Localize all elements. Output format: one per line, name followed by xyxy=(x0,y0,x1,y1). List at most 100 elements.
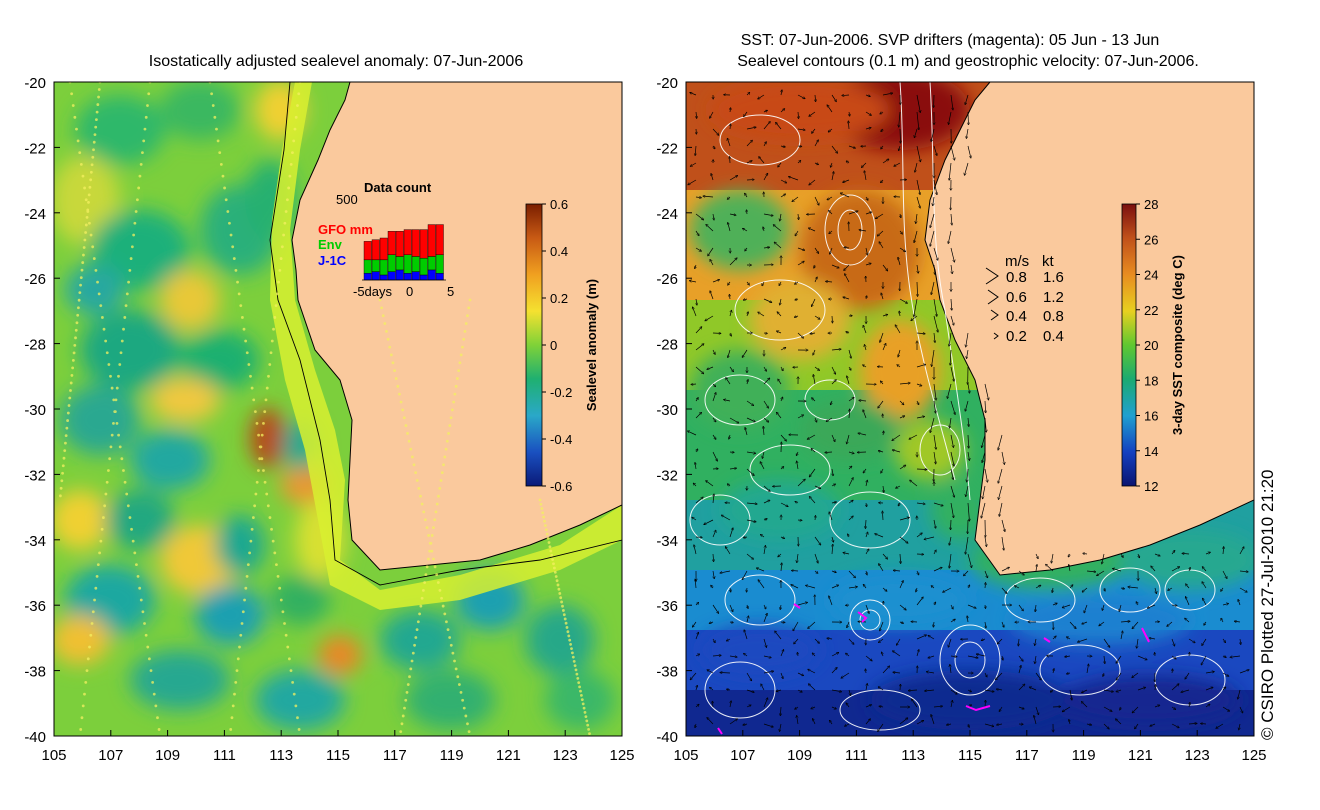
track-dot xyxy=(236,280,239,284)
velocity-arrow xyxy=(898,502,900,506)
velocity-arrow xyxy=(916,179,920,194)
track-dot xyxy=(447,432,450,435)
velocity-arrow xyxy=(1188,638,1195,643)
sla-colorbar: 0.6 0.4 0.2 0 -0.2 -0.4 -0.6 Sealevel anomaly … xyxy=(525,197,599,494)
track-dot xyxy=(85,216,89,219)
velocity-arrow xyxy=(776,123,782,130)
track-dot xyxy=(240,622,244,625)
velocity-arrow xyxy=(843,297,850,300)
velocity-arrow xyxy=(984,468,987,482)
track-dot xyxy=(237,292,241,296)
track-dot xyxy=(82,253,85,257)
velocity-arrow xyxy=(916,416,924,419)
inset-bar-segment xyxy=(395,231,404,257)
track-dot xyxy=(98,551,101,555)
velocity-arrow xyxy=(831,502,836,503)
track-dot xyxy=(408,675,411,679)
velocity-arrow xyxy=(933,315,938,332)
velocity-arrow xyxy=(695,398,698,402)
velocity-arrow xyxy=(831,172,834,181)
track-dot xyxy=(223,186,226,190)
velocity-arrow xyxy=(934,264,935,274)
x-tick-label: 109 xyxy=(787,747,812,764)
track-dot xyxy=(105,351,109,355)
x-tick-label: 113 xyxy=(269,747,293,764)
track-dot xyxy=(79,283,82,287)
velocity-arrow xyxy=(879,564,884,572)
velocity-arrow xyxy=(1103,723,1109,729)
velocity-arrow xyxy=(695,654,699,656)
velocity-arrow xyxy=(915,162,918,172)
track-dot xyxy=(74,328,78,332)
track-dot xyxy=(438,588,442,592)
drifter-track xyxy=(793,603,801,609)
track-dot xyxy=(580,698,584,702)
velocity-arrow xyxy=(848,570,855,578)
colorbar-tick-label: 12 xyxy=(1144,479,1158,494)
left-panel-title: Isostatically adjusted sealevel anomaly:… xyxy=(149,53,524,70)
track-dot xyxy=(253,410,257,414)
velocity-arrow xyxy=(933,451,936,464)
track-dot xyxy=(94,268,98,272)
velocity-arrow xyxy=(1239,587,1247,592)
velocity-arrow xyxy=(881,128,883,131)
velocity-arrow xyxy=(848,587,857,588)
velocity-arrow xyxy=(695,633,698,640)
velocity-arrow xyxy=(985,621,986,628)
velocity-arrow xyxy=(713,145,715,149)
track-dot xyxy=(568,638,572,642)
inset-bar-segment xyxy=(419,229,428,259)
velocity-arrow xyxy=(829,512,833,521)
data-count-inset: Data count 500 GFO mm Env J-1C -5days 0 … xyxy=(318,180,454,299)
velocity-arrow xyxy=(1062,604,1071,608)
track-dot xyxy=(147,657,151,661)
velocity-arrow xyxy=(781,563,782,572)
velocity-arrow xyxy=(814,366,819,370)
velocity-arrow xyxy=(845,723,850,726)
track-dot xyxy=(141,610,145,614)
track-dot xyxy=(143,622,146,625)
velocity-arrow xyxy=(705,315,714,321)
velocity-arrow xyxy=(1069,621,1076,628)
track-dot xyxy=(544,528,548,532)
velocity-arrow xyxy=(1135,723,1139,729)
velocity-arrow xyxy=(882,344,886,351)
velocity-arrow xyxy=(931,715,935,725)
velocity-arrow xyxy=(710,260,714,266)
track-dot xyxy=(239,633,243,637)
track-dot xyxy=(104,339,108,343)
velocity-arrow xyxy=(712,638,715,642)
track-dot xyxy=(281,610,285,614)
velocity-arrow xyxy=(863,468,867,473)
y-tick-label: -24 xyxy=(24,206,46,223)
track-dot xyxy=(104,492,108,496)
velocity-arrow xyxy=(710,687,714,691)
velocity-arrow xyxy=(864,171,867,181)
track-dot xyxy=(432,557,435,561)
velocity-arrow xyxy=(696,298,697,305)
track-dot xyxy=(283,221,287,225)
track-dot xyxy=(70,374,74,377)
velocity-arrow xyxy=(815,94,816,101)
velocity-arrow xyxy=(695,366,703,374)
track-dot xyxy=(575,672,579,676)
track-dot xyxy=(231,704,235,708)
velocity-arrow xyxy=(797,461,798,470)
velocity-arrow xyxy=(712,434,716,439)
track-dot xyxy=(277,280,280,284)
track-dot xyxy=(99,304,103,308)
track-dot xyxy=(296,104,299,107)
track-dot xyxy=(134,210,138,213)
velocity-arrow xyxy=(881,468,884,473)
track-dot xyxy=(415,628,419,632)
track-dot xyxy=(438,486,442,490)
velocity-arrow xyxy=(797,94,805,99)
inset-bar-segment xyxy=(411,271,420,281)
velocity-arrow xyxy=(763,417,768,422)
track-dot xyxy=(286,645,290,649)
velocity-arrow xyxy=(690,672,697,680)
velocity-arrow xyxy=(694,545,697,555)
velocity-arrow xyxy=(865,247,868,255)
velocity-arrow xyxy=(1035,553,1038,558)
velocity-arrow xyxy=(814,638,819,643)
